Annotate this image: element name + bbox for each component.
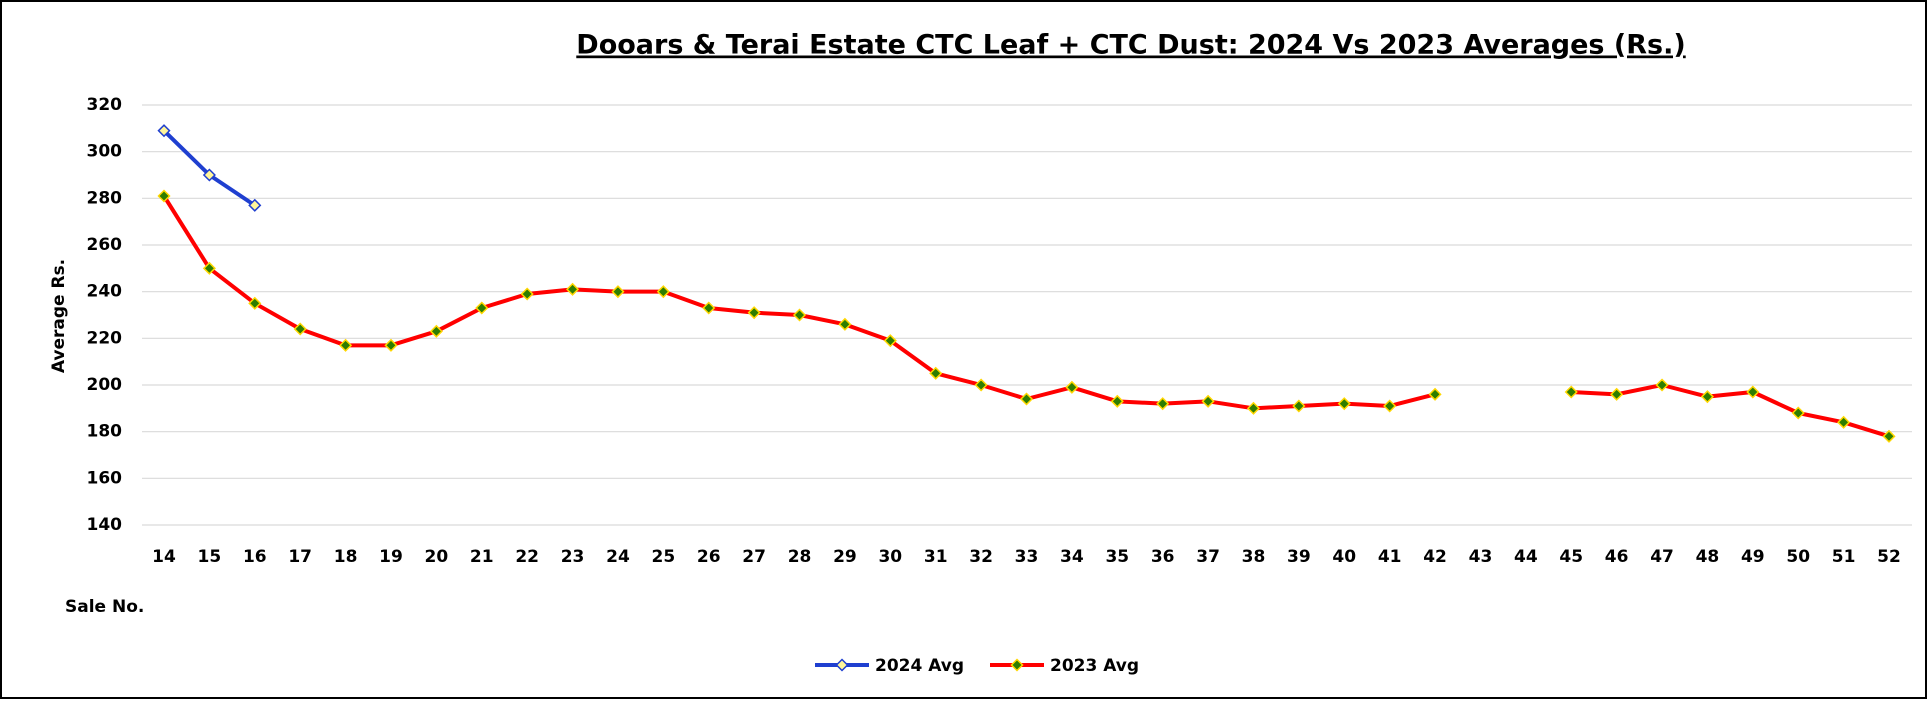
x-tick-label: 34 <box>1060 547 1084 567</box>
x-tick-label: 32 <box>969 547 993 567</box>
point-marker <box>611 285 625 299</box>
x-tick-label: 49 <box>1741 547 1765 567</box>
point-marker <box>248 296 262 310</box>
point-marker <box>1655 378 1669 392</box>
x-tick-label: 44 <box>1514 547 1538 567</box>
point-marker <box>429 324 443 338</box>
point-marker <box>747 306 761 320</box>
x-tick-label: 17 <box>288 547 312 567</box>
x-tick-label: 46 <box>1605 547 1629 567</box>
point-marker <box>248 198 262 212</box>
x-tick-label: 48 <box>1696 547 1720 567</box>
point-marker <box>520 287 534 301</box>
x-tick-label: 41 <box>1378 547 1402 567</box>
x-tick-label: 15 <box>198 547 222 567</box>
x-tick-label: 45 <box>1559 547 1583 567</box>
point-marker <box>1201 394 1215 408</box>
point-marker <box>1428 387 1442 401</box>
y-tick-label: 140 <box>87 515 123 535</box>
point-marker <box>792 308 807 322</box>
x-tick-label: 31 <box>924 547 948 567</box>
y-tick-label: 200 <box>87 375 123 395</box>
point-marker <box>1383 399 1397 413</box>
x-tick-label: 26 <box>697 547 721 567</box>
x-tick-label: 39 <box>1287 547 1311 567</box>
point-marker <box>1564 385 1578 399</box>
x-tick-label: 22 <box>515 547 539 567</box>
y-tick-label: 260 <box>87 235 123 255</box>
point-marker <box>565 282 580 296</box>
point-marker <box>929 366 943 380</box>
point-marker <box>293 322 307 336</box>
y-tick-label: 160 <box>87 468 123 488</box>
x-tick-label: 36 <box>1151 547 1175 567</box>
y-tick-label: 180 <box>87 422 123 442</box>
point-marker <box>1746 385 1760 399</box>
y-tick-label: 300 <box>87 142 123 162</box>
point-marker <box>838 317 852 331</box>
point-marker <box>702 301 716 315</box>
point-marker <box>1065 380 1079 394</box>
x-tick-label: 19 <box>379 547 403 567</box>
point-marker <box>157 189 171 203</box>
legend-marker <box>835 658 849 672</box>
x-axis-label: Sale No. <box>65 597 144 617</box>
point-marker <box>1019 392 1034 406</box>
point-marker <box>1246 401 1261 415</box>
point-marker <box>202 168 216 182</box>
x-tick-label: 23 <box>561 547 585 567</box>
x-tick-label: 42 <box>1423 547 1447 567</box>
point-marker <box>1791 406 1805 420</box>
x-tick-label: 29 <box>833 547 857 567</box>
y-tick-label: 220 <box>87 328 123 348</box>
x-tick-label: 21 <box>470 547 494 567</box>
point-marker <box>1882 429 1896 443</box>
legend-marker <box>1010 658 1024 672</box>
x-tick-label: 37 <box>1196 547 1220 567</box>
x-tick-label: 16 <box>243 547 267 567</box>
x-tick-label: 20 <box>425 547 449 567</box>
x-tick-label: 38 <box>1242 547 1266 567</box>
x-tick-label: 40 <box>1332 547 1356 567</box>
point-marker <box>1610 387 1624 401</box>
point-marker <box>475 301 489 315</box>
point-marker <box>157 124 171 138</box>
point-marker <box>1156 397 1170 411</box>
point-marker <box>339 338 353 352</box>
y-tick-label: 240 <box>87 282 123 302</box>
x-tick-label: 28 <box>788 547 812 567</box>
x-tick-label: 51 <box>1832 547 1856 567</box>
legend-label: 2024 Avg <box>875 656 964 676</box>
x-tick-label: 24 <box>606 547 630 567</box>
x-tick-label: 35 <box>1105 547 1129 567</box>
point-marker <box>883 334 897 348</box>
legend-label: 2023 Avg <box>1050 656 1139 676</box>
point-marker <box>656 285 670 299</box>
point-marker <box>1837 415 1851 429</box>
x-tick-label: 50 <box>1786 547 1810 567</box>
point-marker <box>974 378 988 392</box>
point-marker <box>202 261 216 275</box>
y-tick-label: 320 <box>87 95 123 115</box>
x-tick-label: 18 <box>334 547 358 567</box>
x-tick-label: 33 <box>1015 547 1039 567</box>
x-tick-label: 43 <box>1469 547 1493 567</box>
chart-title: Dooars & Terai Estate CTC Leaf + CTC Dus… <box>576 30 1685 61</box>
point-marker <box>1337 397 1351 411</box>
point-marker <box>1700 390 1714 404</box>
y-axis-label: Average Rs. <box>49 259 69 373</box>
point-marker <box>1292 399 1306 413</box>
x-tick-label: 27 <box>742 547 766 567</box>
x-tick-label: 47 <box>1650 547 1674 567</box>
x-tick-label: 30 <box>878 547 902 567</box>
x-tick-label: 14 <box>152 547 176 567</box>
x-tick-label: 52 <box>1877 547 1901 567</box>
y-tick-label: 280 <box>87 188 123 208</box>
point-marker <box>384 338 398 352</box>
x-tick-label: 25 <box>652 547 676 567</box>
point-marker <box>1110 394 1124 408</box>
